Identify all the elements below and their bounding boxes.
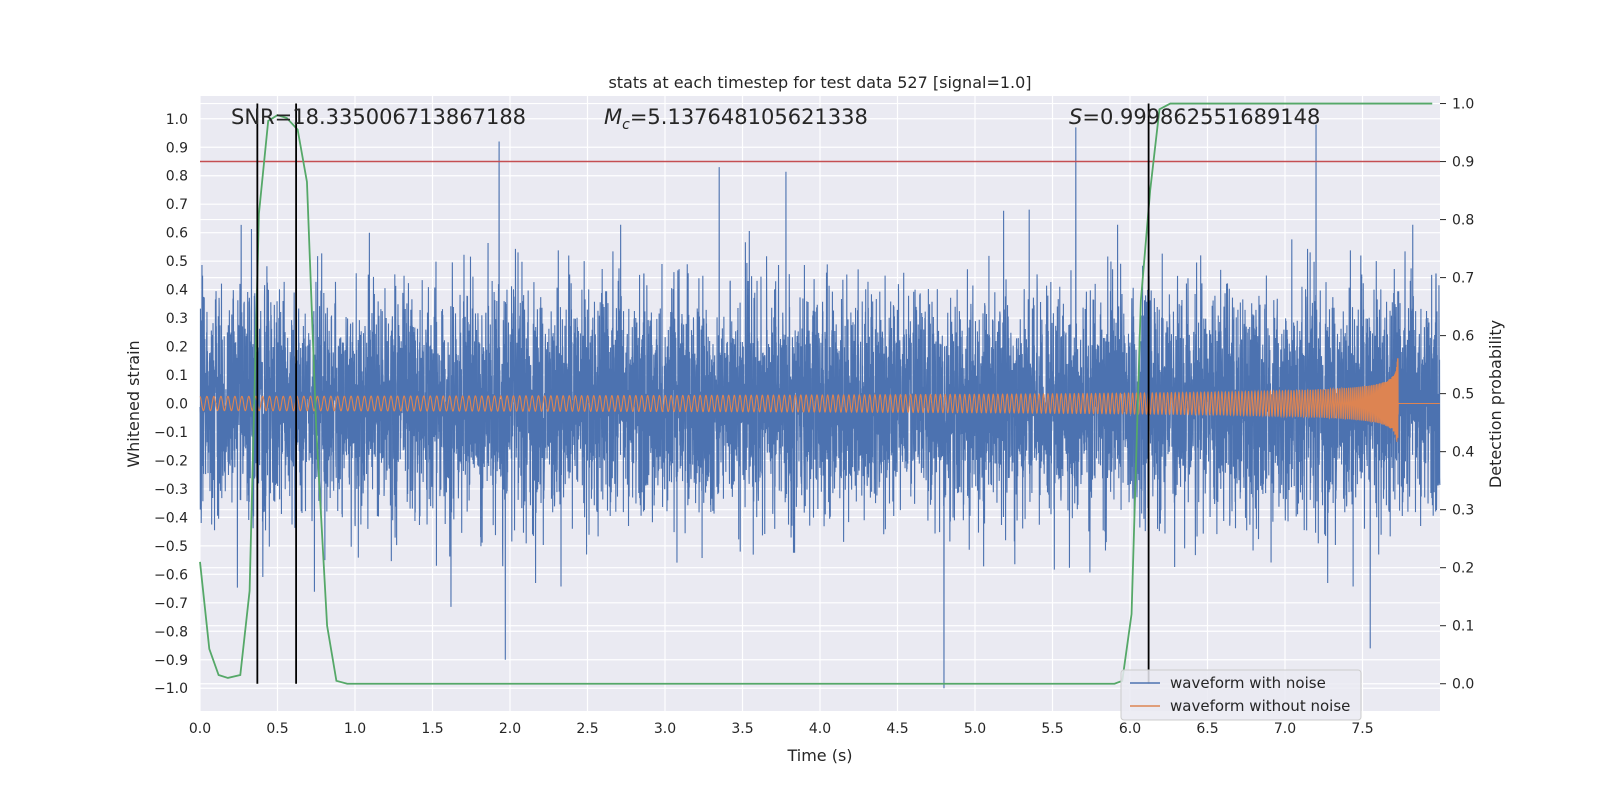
y-tick-label-right: 0.7 (1452, 271, 1474, 287)
x-tick-label: 1.5 (421, 721, 443, 737)
legend-box (1120, 669, 1362, 721)
series-line-waveform-without-noise (199, 358, 1440, 442)
y-tick-label-right: 0.5 (1452, 387, 1474, 403)
detection-score-symbol: S (1069, 105, 1082, 129)
y-tick-label-left: −0.4 (154, 510, 188, 526)
chirp-mass-value: =5.137648105621338 (630, 105, 868, 129)
y-tick-label-right: 0.0 (1452, 677, 1474, 693)
y-tick-label-left: −0.6 (154, 567, 188, 583)
y-tick-label-right: 0.2 (1452, 561, 1474, 577)
x-tick-label: 5.5 (1041, 721, 1063, 737)
y-tick-label-left: −0.9 (154, 653, 188, 669)
legend-label-noise: waveform with noise (1170, 674, 1326, 692)
snr-prefix: SNR= (231, 105, 292, 129)
y-tick-label-left: −0.3 (154, 482, 188, 498)
x-tick-label: 1.0 (344, 721, 366, 737)
chart-title: stats at each timestep for test data 527… (608, 73, 1031, 92)
y-tick-label-left: −0.5 (154, 539, 188, 555)
x-tick-label: 4.5 (886, 721, 908, 737)
x-axis-label: Time (s) (786, 746, 852, 765)
y-tick-label-left: −0.1 (154, 425, 188, 441)
series-line-detection-probability (199, 102, 1433, 685)
y-tick-label-left: 1.0 (166, 112, 188, 128)
y-tick-label-left: 0.5 (166, 254, 188, 270)
x-tick-label: 2.0 (499, 721, 521, 737)
y-tick-label-right: 1.0 (1452, 97, 1474, 113)
y-tick-label-left: −0.2 (154, 453, 188, 469)
y-tick-label-left: 0.7 (166, 197, 188, 213)
x-tick-label: 5.0 (964, 721, 986, 737)
x-tick-label: 3.5 (731, 721, 753, 737)
y-tick-label-left: 0.3 (166, 311, 188, 327)
x-tick-label: 7.0 (1274, 721, 1296, 737)
x-tick-label: 0.0 (189, 721, 211, 737)
y-axis-label-right: Detection probability (1486, 320, 1505, 488)
y-tick-label-left: 0.2 (166, 340, 188, 356)
y-tick-label-left: 0.4 (166, 283, 188, 299)
legend-label-clean: waveform without noise (1170, 697, 1350, 715)
y-tick-label-right: 0.8 (1452, 213, 1474, 229)
x-tick-label: 6.0 (1119, 721, 1141, 737)
y-tick-label-right: 0.9 (1452, 155, 1474, 171)
chirp-mass-annotation: Mc=5.137648105621338 (604, 105, 868, 133)
vertical-marker-layer (256, 103, 1150, 684)
y-tick-label-right: 0.6 (1452, 329, 1474, 345)
y-tick-label-left: 0.8 (166, 169, 188, 185)
y-tick-label-left: −1.0 (154, 681, 188, 697)
x-tick-label: 0.5 (266, 721, 288, 737)
detection-score-value: =0.999862551689148 (1082, 105, 1320, 129)
y-tick-label-right: 0.3 (1452, 503, 1474, 519)
detection-score-annotation: S=0.999862551689148 (1069, 105, 1320, 129)
legend: waveform with noise waveform without noi… (1120, 669, 1362, 721)
y-tick-label-left: −0.7 (154, 596, 188, 612)
y-tick-label-right: 0.4 (1452, 445, 1474, 461)
x-tick-label: 6.5 (1196, 721, 1218, 737)
y-tick-label-left: 0.0 (166, 397, 188, 413)
chirp-mass-subscript: c (622, 117, 630, 133)
x-tick-label: 4.0 (809, 721, 831, 737)
y-tick-label-left: −0.8 (154, 624, 188, 640)
tick-label-layer: 0.0 0.5 1.0 1.5 2.0 2.5 3.0 3.5 4.0 4.5 5.0 5.5 6.0 6… (154, 97, 1474, 737)
y-tick-label-left: 0.6 (166, 226, 188, 242)
x-tick-label: 7.5 (1351, 721, 1373, 737)
x-tick-label: 3.0 (654, 721, 676, 737)
y-tick-label-left: 0.9 (166, 140, 188, 156)
y-axis-label-left: Whitened strain (124, 340, 143, 467)
snr-value: 18.335006713867188 (292, 105, 526, 129)
probability-series-layer (199, 102, 1433, 685)
chirp-series-layer (199, 358, 1440, 442)
x-tick-label: 2.5 (576, 721, 598, 737)
chirp-mass-symbol: M (604, 105, 622, 129)
snr-annotation: SNR=18.335006713867188 (231, 105, 526, 129)
y-tick-label-left: 0.1 (166, 368, 188, 384)
y-tick-label-right: 0.1 (1452, 619, 1474, 635)
